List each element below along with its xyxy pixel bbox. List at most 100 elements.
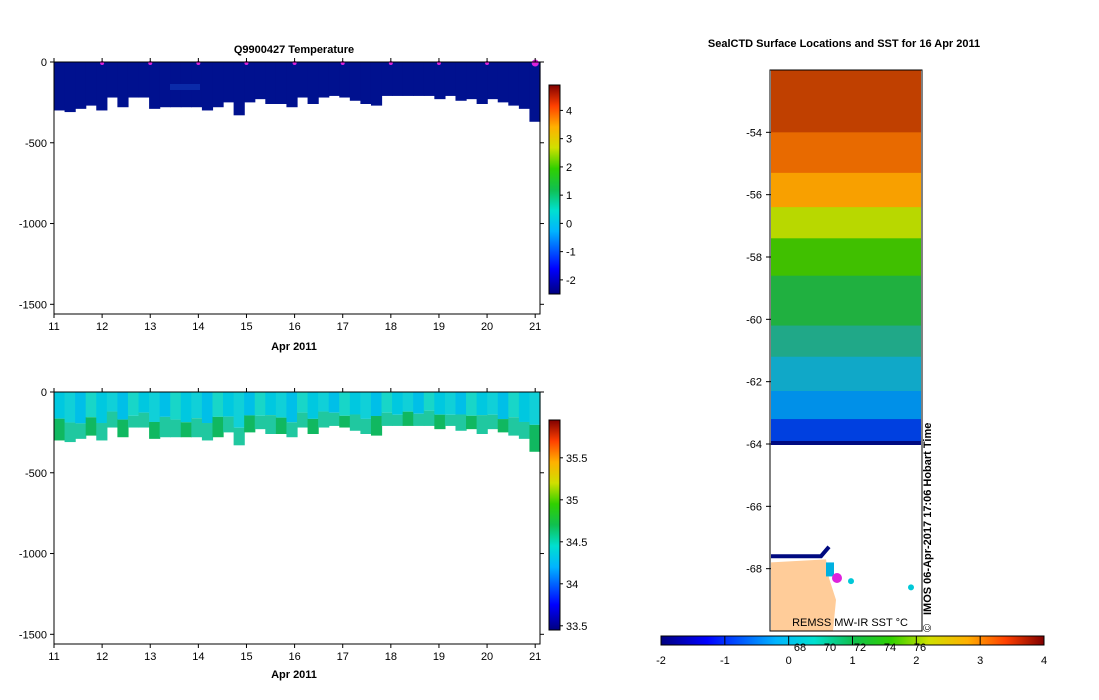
salinity-upper-bar bbox=[170, 392, 182, 420]
y-tick-label: -1500 bbox=[19, 299, 47, 311]
colorbar-tick-label: 2 bbox=[566, 162, 572, 174]
sst-colorbar-tick-label: -1 bbox=[720, 655, 730, 667]
temperature-profile-bar bbox=[497, 62, 509, 103]
salinity-upper-bar bbox=[297, 392, 309, 413]
salinity-upper-bar bbox=[307, 392, 319, 419]
y-tick-label: -1000 bbox=[19, 549, 47, 561]
x-tick-label: 20 bbox=[481, 321, 493, 333]
sst-colorbar-tick-label: 1 bbox=[849, 655, 855, 667]
sst-map-title: SealCTD Surface Locations and SST for 16… bbox=[708, 38, 980, 50]
x-tick-label: 19 bbox=[433, 651, 445, 663]
lon-tick-label: 76 bbox=[914, 642, 926, 654]
temperature-profile-bar bbox=[318, 62, 330, 98]
temperature-profile-bar bbox=[455, 62, 467, 101]
colorbar-tick-label: 0 bbox=[566, 218, 572, 230]
x-tick-label: 12 bbox=[96, 321, 108, 333]
lat-tick-label: -58 bbox=[746, 252, 762, 264]
salinity-upper-bar bbox=[508, 392, 520, 418]
temperature-profile-bar bbox=[444, 62, 457, 96]
y-tick-label: 0 bbox=[41, 387, 47, 399]
temperature-profile-bar bbox=[402, 62, 414, 96]
temperature-colorbar-ticks: 4 3 2 1 0 -1 -2 bbox=[560, 105, 576, 287]
sst-source-label: REMSS MW-IR SST °C bbox=[792, 617, 908, 629]
salinity-lower-bar bbox=[381, 412, 393, 426]
temperature-profile-bar bbox=[381, 62, 393, 96]
temperature-profile-bar bbox=[201, 62, 214, 111]
sst-coastal-water bbox=[848, 578, 854, 585]
salinity-colorbar bbox=[548, 419, 561, 631]
salinity-lower-bar bbox=[349, 414, 361, 431]
salinity-upper-bar bbox=[392, 392, 404, 415]
salinity-lower-bar bbox=[275, 417, 288, 434]
salinity-upper-bar bbox=[476, 392, 488, 416]
y-tick-label: -1500 bbox=[19, 629, 47, 641]
salinity-colorbar-ticks: 35.5 35 34.5 34 33.5 bbox=[560, 453, 587, 633]
x-tick-label: 12 bbox=[96, 651, 108, 663]
temperature-profile-bar bbox=[106, 62, 118, 98]
sst-coastal-water bbox=[908, 584, 914, 591]
profile-location-marker bbox=[531, 59, 539, 67]
x-tick-label: 17 bbox=[337, 651, 349, 663]
salinity-lower-bar bbox=[159, 416, 171, 438]
salinity-lower-bar bbox=[455, 414, 467, 431]
temperature-profile-bar bbox=[370, 62, 383, 106]
salinity-lower-bar bbox=[402, 411, 414, 426]
salinity-lower-bar bbox=[223, 416, 235, 433]
sst-lat-band bbox=[771, 419, 921, 445]
salinity-upper-bar bbox=[201, 392, 214, 424]
salinity-lower-bar bbox=[212, 416, 224, 438]
salinity-y-ticks: 0 -500 -1000 -1500 bbox=[19, 387, 544, 641]
salinity-upper-bar bbox=[328, 392, 340, 413]
sst-colorbar-tick-label: -2 bbox=[656, 655, 666, 667]
x-tick-label: 15 bbox=[240, 321, 252, 333]
salinity-lower-bar bbox=[434, 414, 446, 430]
temperature-profile-bar bbox=[518, 62, 531, 109]
salinity-upper-bar bbox=[127, 392, 140, 416]
salinity-lower-bar bbox=[318, 411, 330, 428]
x-tick-label: 17 bbox=[337, 321, 349, 333]
sst-lat-band bbox=[771, 275, 921, 327]
lat-tick-label: -60 bbox=[746, 314, 762, 326]
temperature-profile-bar bbox=[339, 62, 351, 98]
sst-seal-location-marker bbox=[832, 573, 842, 584]
salinity-lower-bar bbox=[392, 414, 404, 426]
temperature-profile-bar bbox=[138, 62, 150, 98]
salinity-lower-bar bbox=[466, 415, 478, 430]
temperature-plot-frame bbox=[53, 61, 541, 315]
salinity-lower-bar bbox=[508, 417, 520, 436]
temperature-profile-bar bbox=[127, 62, 140, 98]
temperature-profile-bar bbox=[297, 62, 309, 98]
salinity-upper-bar bbox=[191, 392, 203, 419]
x-tick-label: 16 bbox=[288, 651, 300, 663]
temperature-profile-bar bbox=[254, 62, 266, 100]
sst-map-lat-ticks: -54 -56 -58 -60 -62 -64 -66 -68 bbox=[746, 127, 771, 576]
sst-timestamp-label: IMOS 06-Apr-2017 17:06 Hobart Time bbox=[922, 423, 934, 615]
colorbar-tick-label: 3 bbox=[566, 134, 572, 146]
salinity-upper-bar bbox=[96, 392, 108, 424]
salinity-upper-bar bbox=[318, 392, 330, 412]
salinity-lower-bar bbox=[117, 419, 129, 438]
x-tick-label: 15 bbox=[240, 651, 252, 663]
x-tick-label: 14 bbox=[192, 651, 204, 663]
colorbar-tick-label: -1 bbox=[566, 247, 576, 259]
sst-colorbar-tick-label: 3 bbox=[977, 655, 983, 667]
sst-map-frame bbox=[769, 69, 923, 632]
colorbar-tick-label: 35 bbox=[566, 495, 578, 507]
salinity-lower-bar bbox=[85, 417, 97, 436]
salinity-lower-bar bbox=[423, 410, 435, 426]
salinity-lower-bar bbox=[265, 415, 277, 434]
salinity-lower-bar bbox=[487, 414, 499, 430]
salinity-upper-bar bbox=[529, 392, 541, 425]
temperature-profile-bar bbox=[117, 62, 129, 108]
salinity-upper-bar bbox=[244, 392, 256, 416]
x-tick-label: 16 bbox=[288, 321, 300, 333]
salinity-lower-bar bbox=[529, 424, 541, 452]
temperature-profile-bar bbox=[307, 62, 319, 104]
salinity-upper-bar bbox=[339, 392, 351, 416]
x-tick-label: 20 bbox=[481, 651, 493, 663]
sst-land bbox=[771, 559, 836, 631]
colorbar-tick-label: 34.5 bbox=[566, 537, 587, 549]
salinity-upper-bar bbox=[64, 392, 76, 423]
salinity-lower-bar bbox=[339, 415, 351, 428]
temperature-profile-bar bbox=[212, 62, 224, 108]
